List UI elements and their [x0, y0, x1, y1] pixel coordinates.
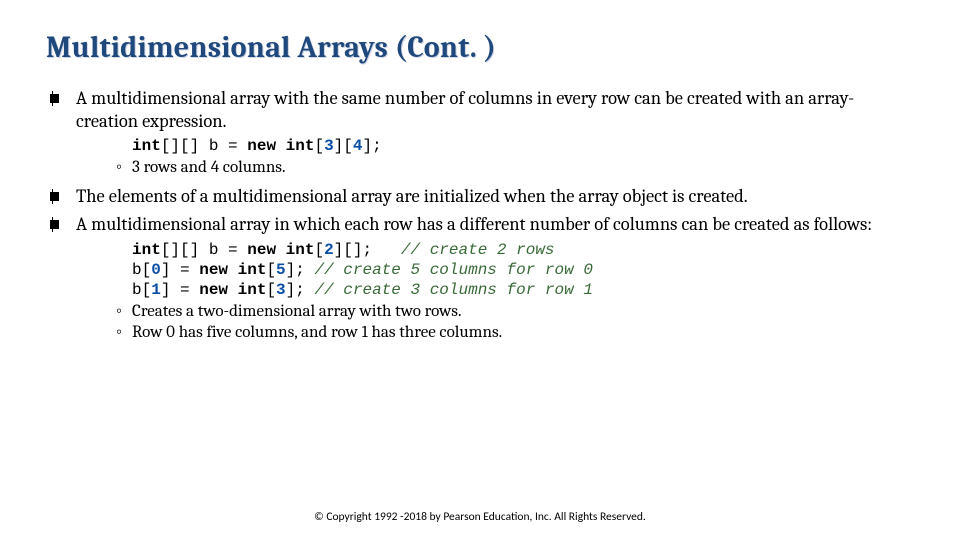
- bullet-2-text: The elements of a multidimensional array…: [76, 185, 748, 207]
- code-txt: [: [266, 281, 276, 299]
- code-num: 2: [324, 241, 334, 259]
- code-block-1: int[][] b = new int[3][4];: [132, 136, 914, 156]
- code-txt: ];: [362, 137, 381, 155]
- bullet-list: A multidimensional array with the same n…: [46, 87, 914, 343]
- code-kw: int: [132, 241, 161, 259]
- code-kw: new int: [247, 241, 314, 259]
- code-kw: new int: [247, 137, 314, 155]
- code-num: 0: [151, 261, 161, 279]
- code-comment: // create 2 rows: [401, 241, 555, 259]
- sub-bullet-text: Creates a two-dimensional array with two…: [132, 302, 461, 321]
- code-block-2: int[][] b = new int[2][]; // create 2 ro…: [132, 240, 914, 300]
- sub-bullet-text: Row 0 has five columns, and row 1 has th…: [132, 323, 502, 342]
- code-num: 3: [276, 281, 286, 299]
- code-num: 5: [276, 261, 286, 279]
- code-txt: ][];: [334, 241, 401, 259]
- code-kw: new int: [199, 261, 266, 279]
- sub-bullet: Creates a two-dimensional array with two…: [116, 302, 914, 323]
- bullet-1: A multidimensional array with the same n…: [46, 87, 914, 179]
- bullet-3-text: A multidimensional array in which each r…: [76, 213, 872, 235]
- code-num: 3: [324, 137, 334, 155]
- code-txt: b[: [132, 281, 151, 299]
- bullet-3: A multidimensional array in which each r…: [46, 213, 914, 343]
- code-comment: // create 3 columns for row 1: [314, 281, 592, 299]
- copyright-footer: © Copyright 1992 -2018 by Pearson Educat…: [0, 510, 960, 524]
- code-txt: ] =: [161, 281, 199, 299]
- sub-bullet: 3 rows and 4 columns.: [116, 158, 914, 179]
- code-txt: [: [314, 137, 324, 155]
- slide-title: Multidimensional Arrays (Cont. ): [46, 30, 914, 65]
- code-kw: int: [132, 137, 161, 155]
- code-txt: ] =: [161, 261, 199, 279]
- sub-bullet-text: 3 rows and 4 columns.: [132, 158, 285, 177]
- bullet-1-text: A multidimensional array with the same n…: [76, 87, 854, 132]
- bullet-2: The elements of a multidimensional array…: [46, 185, 914, 208]
- code-txt: [: [314, 241, 324, 259]
- code-txt: [][] b =: [161, 241, 247, 259]
- sub-list-3: Creates a two-dimensional array with two…: [76, 302, 914, 343]
- code-txt: ];: [286, 261, 315, 279]
- code-txt: ][: [334, 137, 353, 155]
- code-comment: // create 5 columns for row 0: [314, 261, 592, 279]
- code-num: 1: [151, 281, 161, 299]
- slide: Multidimensional Arrays (Cont. ) A multi…: [0, 0, 960, 540]
- code-txt: [][] b =: [161, 137, 247, 155]
- code-txt: [: [266, 261, 276, 279]
- code-txt: ];: [286, 281, 315, 299]
- sub-list-1: 3 rows and 4 columns.: [76, 158, 914, 179]
- code-kw: new int: [199, 281, 266, 299]
- code-txt: b[: [132, 261, 151, 279]
- sub-bullet: Row 0 has five columns, and row 1 has th…: [116, 323, 914, 344]
